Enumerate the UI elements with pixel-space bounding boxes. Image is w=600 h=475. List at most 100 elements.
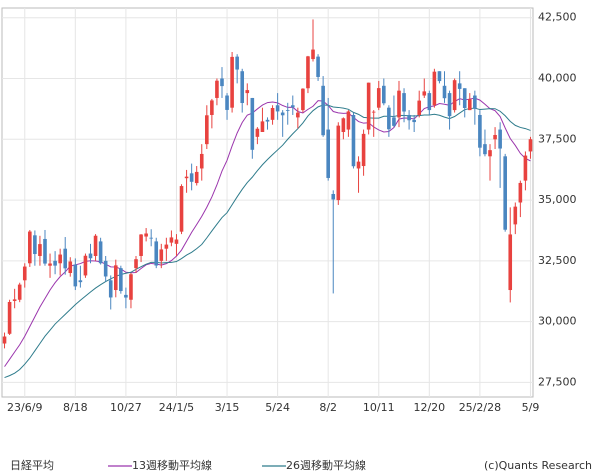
candle-body [230, 56, 234, 108]
candle-body [488, 150, 492, 157]
candle-body [493, 134, 497, 140]
candle-body [17, 284, 22, 300]
candle-body [422, 91, 427, 96]
candle-body [270, 107, 275, 120]
candle-body [432, 71, 437, 106]
candle-body [447, 93, 452, 117]
candle-body [280, 112, 285, 116]
candle-body [366, 82, 371, 130]
candle-body [296, 112, 300, 118]
candle-body [336, 125, 341, 201]
x-tick-label: 10/27 [110, 401, 142, 414]
candle-body [154, 241, 159, 266]
candle-body [437, 71, 442, 82]
x-tick-label: 5/24 [265, 401, 290, 414]
candle-body [189, 173, 194, 182]
candle-body [124, 294, 128, 298]
x-tick-label: 12/20 [413, 401, 445, 414]
y-tick-label: 37,500 [538, 132, 577, 145]
candle-body [513, 206, 518, 225]
candle-body [245, 90, 250, 94]
plot-frame [1, 7, 534, 398]
candle-body [498, 129, 502, 149]
candle-body [22, 266, 27, 281]
candle-body [275, 105, 280, 112]
candle-body [503, 156, 507, 230]
y-tick-label: 35,000 [538, 193, 577, 206]
candle-body [518, 182, 523, 203]
candle-body [159, 249, 164, 261]
candle-body [316, 56, 320, 77]
candle-body [382, 85, 386, 104]
candle-body [2, 336, 7, 344]
candle-body [402, 93, 406, 112]
candle-body [48, 263, 52, 266]
candle-body [290, 105, 295, 108]
candle-body [265, 119, 270, 122]
candle-body [144, 233, 148, 237]
candle-body [341, 118, 346, 132]
candles [2, 19, 533, 349]
y-tick-label: 40,000 [538, 72, 577, 85]
legend-label: 26週移動平均線 [286, 458, 366, 472]
candle-body [215, 80, 219, 98]
candle-body [462, 88, 467, 108]
x-tick-label: 8/2 [319, 401, 337, 414]
candle-body [28, 231, 32, 264]
candle-body [33, 235, 37, 255]
candle-body [356, 161, 361, 169]
moving-averages [4, 97, 531, 379]
x-tick-label: 8/18 [63, 401, 88, 414]
candle-body [326, 129, 330, 178]
candle-body [427, 93, 432, 111]
candle-body [250, 97, 255, 150]
candle-body [134, 259, 138, 269]
candle-body [83, 255, 88, 276]
moving-average-line [4, 104, 531, 379]
candle-body [346, 111, 351, 130]
candle-body [255, 128, 260, 137]
candle-body [88, 253, 93, 259]
y-tick-label: 27,500 [538, 375, 577, 388]
candle-body [149, 237, 153, 239]
candle-body [351, 114, 356, 167]
candle-body [63, 248, 68, 269]
candle-body [478, 114, 482, 148]
candle-body [210, 100, 214, 115]
candle-body [457, 83, 462, 89]
x-tick-label: 3/15 [215, 401, 240, 414]
candle-body [179, 186, 184, 232]
candle-body [103, 260, 108, 277]
candle-body [164, 244, 169, 249]
axis-labels: 27,500 30,000 32,500 35,000 37,500 40,000 42,5… [7, 11, 576, 414]
candle-body [285, 110, 290, 111]
candle-body [508, 234, 513, 291]
y-tick-label: 32,500 [538, 254, 577, 267]
candle-body [68, 261, 73, 274]
candle-body [53, 260, 57, 266]
candle-body [38, 244, 42, 256]
candle-body [361, 133, 366, 167]
candle-body [442, 85, 447, 99]
candle-body [483, 144, 487, 155]
x-tick-label: 10/11 [363, 401, 395, 414]
candle-body [397, 90, 401, 118]
candle-body [331, 193, 336, 200]
candle-body [371, 111, 376, 113]
candle-body [301, 88, 305, 111]
grid [2, 8, 533, 397]
candle-body [58, 254, 62, 264]
candle-body [473, 95, 477, 109]
x-tick-label: 24/1/5 [159, 401, 194, 414]
candle-body [43, 238, 47, 264]
candle-body [376, 88, 381, 108]
candle-body [174, 239, 179, 244]
candle-body [108, 280, 113, 298]
candle-body [452, 80, 457, 111]
candle-body [119, 268, 123, 292]
candle-body [387, 107, 391, 130]
candle-body [235, 56, 239, 70]
x-tick-label: 23/6/9 [7, 401, 42, 414]
x-tick-label: 5/9 [522, 401, 540, 414]
candle-body [412, 119, 416, 123]
